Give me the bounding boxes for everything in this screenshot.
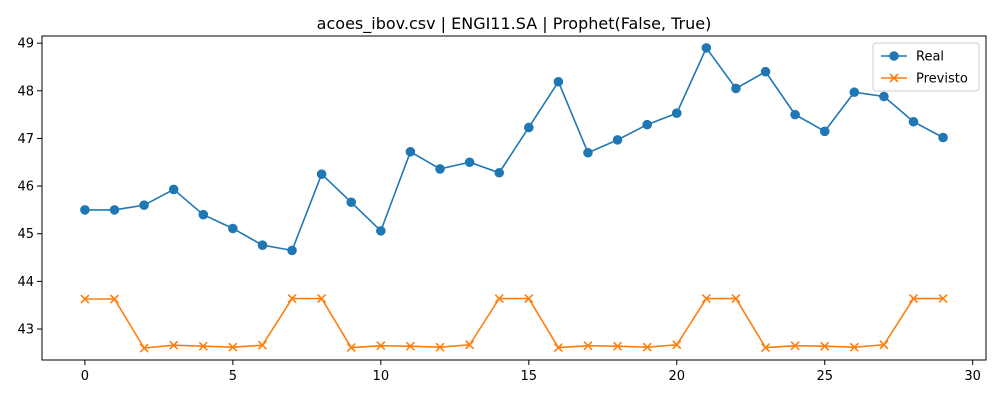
data-point-real — [168, 184, 179, 195]
y-tick-label: 49 — [17, 37, 34, 52]
data-point-previsto — [376, 341, 386, 351]
y-axis: 43 44 45 46 47 48 49 — [17, 37, 42, 338]
series-previsto — [80, 293, 948, 353]
data-point-previsto — [435, 342, 445, 352]
x-tick-label: 15 — [521, 369, 538, 384]
data-point-previsto — [879, 340, 889, 350]
data-point-previsto — [346, 343, 356, 353]
axes-frame — [41, 35, 987, 361]
data-point-previsto — [169, 340, 179, 350]
data-point-real — [494, 167, 505, 178]
data-point-previsto — [908, 293, 919, 304]
y-tick-label: 48 — [17, 84, 34, 99]
x-tick-label: 10 — [373, 369, 390, 384]
data-point-real — [257, 240, 268, 250]
data-point-previsto — [198, 341, 208, 351]
data-point-previsto — [317, 293, 327, 304]
data-point-real — [701, 43, 712, 53]
legend-label-real: Real — [916, 50, 944, 65]
data-point-real — [376, 226, 386, 236]
data-point-previsto — [524, 293, 534, 304]
legend-box — [872, 42, 980, 92]
x-axis: 0 5 10 15 20 25 30 — [81, 360, 981, 384]
data-point-real — [790, 109, 800, 120]
plot-area — [80, 43, 948, 353]
data-point-real — [908, 116, 919, 127]
legend-marker-previsto — [889, 73, 899, 83]
data-point-previsto — [465, 340, 475, 350]
data-point-real — [346, 197, 357, 208]
data-point-real — [464, 157, 475, 168]
data-point-previsto — [672, 340, 682, 350]
legend-marker-real — [889, 51, 899, 61]
y-tick-label: 44 — [17, 275, 34, 290]
data-point-previsto — [583, 341, 593, 351]
series-real — [80, 43, 948, 256]
data-point-real — [583, 147, 593, 158]
series-line-previsto — [84, 297, 944, 349]
data-point-real — [671, 108, 682, 118]
x-tick-label: 30 — [964, 369, 981, 384]
data-point-previsto — [553, 343, 563, 353]
data-point-previsto — [938, 293, 948, 304]
chart-title: acoes_ibov.csv | ENGI11.SA | Prophet(Fal… — [317, 14, 712, 34]
y-tick-label: 46 — [17, 180, 34, 195]
data-point-real — [612, 135, 623, 145]
data-point-previsto — [80, 294, 90, 304]
legend-label-previsto: Previsto — [916, 72, 968, 87]
data-point-previsto — [228, 342, 238, 352]
data-point-real — [435, 164, 445, 174]
data-point-previsto — [820, 341, 830, 351]
x-tick-label: 0 — [81, 369, 89, 384]
data-point-real — [553, 76, 564, 87]
data-point-real — [109, 205, 120, 215]
data-point-real — [938, 132, 948, 143]
x-tick-label: 25 — [816, 369, 833, 384]
data-point-previsto — [139, 343, 149, 353]
data-point-real — [316, 169, 327, 179]
data-point-previsto — [642, 342, 652, 352]
data-point-real — [523, 122, 534, 133]
data-point-previsto — [849, 342, 859, 352]
data-point-previsto — [790, 341, 800, 351]
y-tick-label: 47 — [17, 132, 34, 147]
data-point-previsto — [613, 341, 623, 351]
data-point-previsto — [405, 341, 415, 351]
data-point-previsto — [287, 293, 297, 304]
x-tick-label: 20 — [668, 369, 685, 384]
data-point-real — [731, 83, 741, 94]
data-point-previsto — [731, 293, 741, 304]
data-point-real — [80, 205, 90, 215]
legend: Real Previsto — [872, 42, 980, 92]
data-point-real — [405, 146, 416, 157]
data-point-previsto — [701, 293, 711, 304]
data-point-real — [139, 200, 149, 210]
x-tick-label: 5 — [229, 369, 237, 384]
y-tick-label: 45 — [17, 227, 34, 242]
data-point-real — [849, 87, 860, 98]
data-point-real — [819, 126, 830, 137]
data-point-previsto — [760, 343, 771, 353]
data-point-real — [198, 209, 209, 220]
data-point-real — [760, 66, 771, 77]
data-point-previsto — [494, 293, 504, 304]
data-point-real — [879, 91, 889, 102]
y-tick-label: 43 — [17, 323, 34, 338]
data-point-previsto — [257, 340, 268, 350]
data-point-previsto — [109, 294, 120, 304]
data-point-real — [287, 245, 297, 256]
data-point-real — [228, 223, 238, 234]
data-point-real — [642, 119, 652, 130]
series-line-real — [84, 46, 944, 252]
